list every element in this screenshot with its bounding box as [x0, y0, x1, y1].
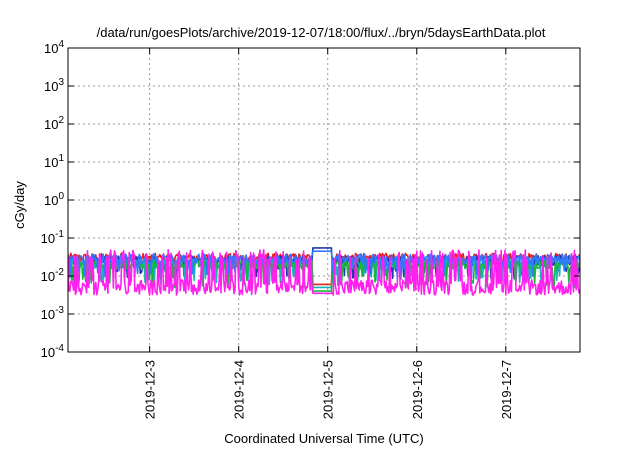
x-tick-label: 2019-12-4 — [232, 360, 247, 419]
chart-title: /data/run/goesPlots/archive/2019-12-07/1… — [97, 25, 546, 40]
y-tick-label: 100 — [44, 191, 64, 208]
axes: 10-4 10-3 10-2 10-1 100 101 102 103 104 2019-12-3… — [41, 39, 581, 419]
y-tick-label: 10-4 — [41, 343, 65, 360]
y-tick-label: 103 — [44, 77, 64, 94]
y-tick-label: 101 — [44, 153, 64, 170]
x-tick-label: 2019-12-3 — [143, 360, 158, 419]
y-axis-label: cGy/day — [12, 181, 27, 229]
series-lines — [68, 247, 580, 296]
y-tick-label: 10-1 — [41, 229, 65, 246]
y-tick-label: 10-2 — [41, 267, 65, 284]
y-tick-label: 104 — [44, 39, 64, 56]
x-tick-label: 2019-12-6 — [410, 360, 425, 419]
y-tick-label: 102 — [44, 115, 64, 132]
x-tick-label: 2019-12-7 — [499, 360, 514, 419]
x-tick-label: 2019-12-5 — [321, 360, 336, 419]
y-tick-label: 10-3 — [41, 305, 65, 322]
series-line-5 — [68, 249, 580, 296]
x-axis-label: Coordinated Universal Time (UTC) — [224, 431, 423, 446]
grid — [68, 48, 580, 352]
